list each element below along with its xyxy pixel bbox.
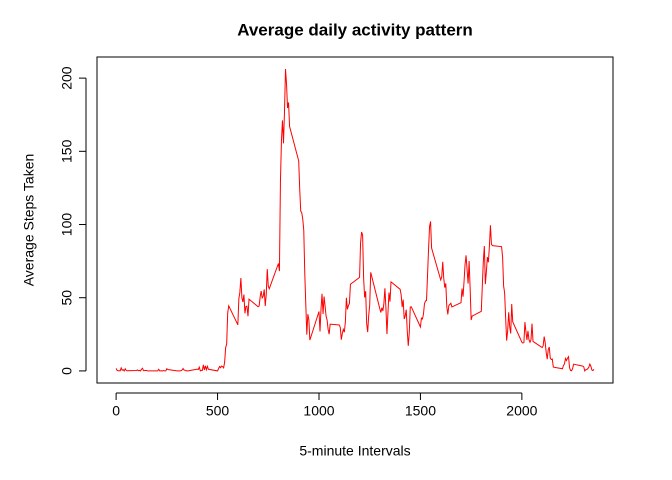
x-tick-label: 500 bbox=[206, 403, 230, 419]
y-tick-label: 0 bbox=[59, 367, 75, 375]
plot-box bbox=[96, 56, 614, 384]
y-tick-label: 100 bbox=[59, 213, 75, 237]
x-tick-label: 1000 bbox=[303, 403, 334, 419]
y-tick-label: 50 bbox=[59, 290, 75, 306]
y-tick-label: 150 bbox=[59, 139, 75, 163]
y-tick-label: 200 bbox=[59, 66, 75, 90]
y-axis-label: Average Steps Taken bbox=[21, 154, 37, 287]
chart-title: Average daily activity pattern bbox=[237, 20, 473, 39]
x-tick-label: 0 bbox=[112, 403, 120, 419]
x-axis-label: 5-minute Intervals bbox=[299, 443, 410, 459]
x-tick-label: 1500 bbox=[405, 403, 436, 419]
data-line bbox=[115, 69, 595, 373]
x-tick-label: 2000 bbox=[506, 403, 537, 419]
